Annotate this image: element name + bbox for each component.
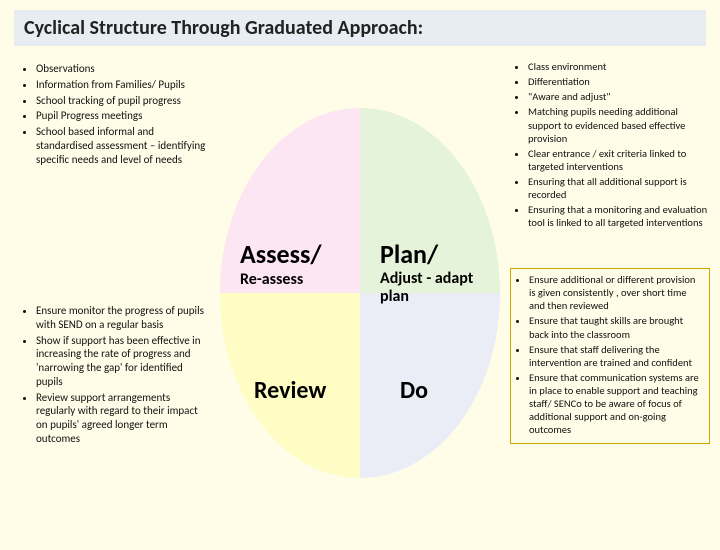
quad-do [360,293,500,478]
label-plan: Plan/ [380,238,438,270]
list-item: Observations [36,62,210,76]
assess-list: Observations Information from Families/ … [20,62,210,166]
list-item: Ensuring that all additional support is … [528,175,708,201]
do-list: Ensure additional or different provision… [513,273,703,437]
list-item: Ensure additional or different provision… [529,273,703,312]
review-list: Ensure monitor the progress of pupils wi… [20,304,210,446]
do-notes: Ensure additional or different provision… [510,268,710,444]
page-title: Cyclical Structure Through Graduated App… [14,10,706,46]
list-item: Matching pupils needing additional suppo… [528,105,708,144]
diagram-area: Observations Information from Families/ … [0,54,720,534]
cycle-ellipse: Assess/ Re-assess Plan/ Adjust - adapt p… [220,108,500,478]
label-reassess: Re-assess [240,270,303,289]
label-adjust: Adjust - adapt plan [380,270,480,307]
label-assess: Assess/ [240,238,322,270]
list-item: Review support arrangements regularly wi… [36,391,210,446]
list-item: Ensure that communication systems are in… [529,371,703,437]
list-item: Information from Families/ Pupils [36,78,210,92]
list-item: "Aware and adjust" [528,90,708,103]
list-item: School tracking of pupil progress [36,94,210,108]
list-item: Class environment [528,60,708,73]
label-review: Review [254,376,326,405]
list-item: Differentiation [528,75,708,88]
list-item: Show if support has been effective in in… [36,334,210,389]
label-do: Do [400,376,428,405]
plan-notes: Class environment Differentiation "Aware… [512,60,708,232]
list-item: Ensuring that a monitoring and evaluatio… [528,203,708,229]
list-item: Clear entrance / exit criteria linked to… [528,147,708,173]
list-item: School based informal and standardised a… [36,125,210,166]
list-item: Ensure that taught skills are brought ba… [529,314,703,340]
plan-list: Class environment Differentiation "Aware… [512,60,708,230]
assess-notes: Observations Information from Families/ … [20,62,210,168]
list-item: Ensure that staff delivering the interve… [529,343,703,369]
list-item: Ensure monitor the progress of pupils wi… [36,304,210,332]
list-item: Pupil Progress meetings [36,109,210,123]
review-notes: Ensure monitor the progress of pupils wi… [20,304,210,448]
